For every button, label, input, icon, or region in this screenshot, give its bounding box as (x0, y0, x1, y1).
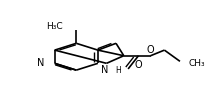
Text: H₃C: H₃C (46, 22, 62, 31)
Text: N: N (37, 58, 45, 68)
Text: H: H (116, 66, 121, 75)
Text: CH₃: CH₃ (189, 59, 205, 68)
Text: N: N (101, 65, 109, 75)
Text: O: O (135, 60, 142, 70)
Text: O: O (147, 45, 154, 55)
